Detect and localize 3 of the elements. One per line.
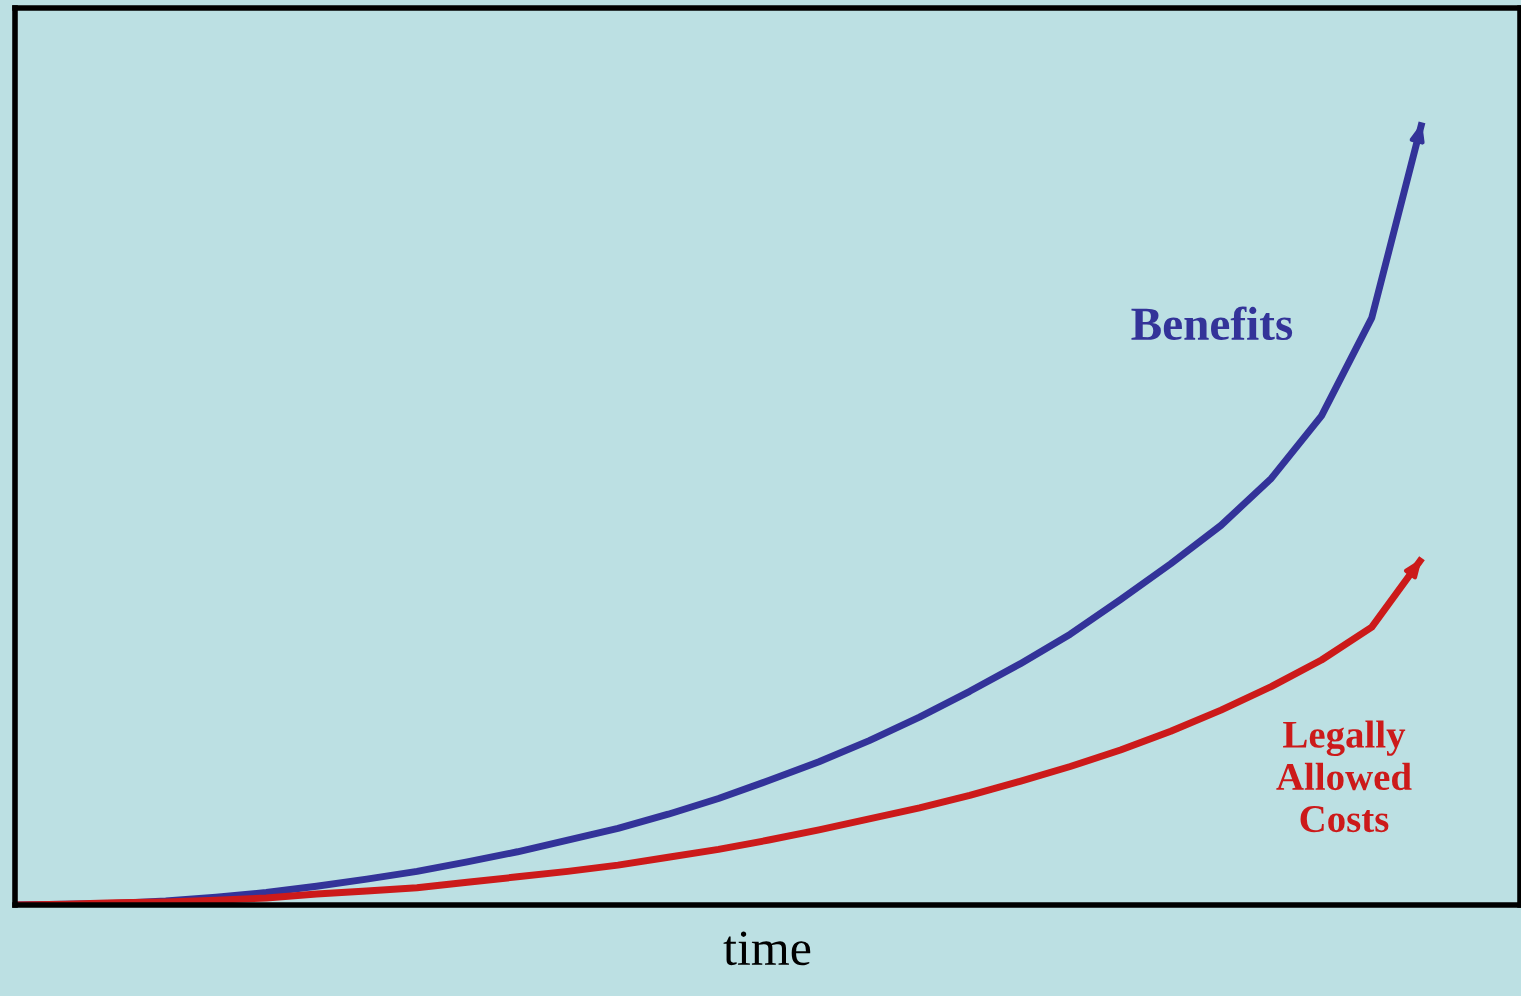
- series-label: Legally Allowed Costs: [1276, 720, 1412, 833]
- x-axis-title: time: [723, 931, 811, 966]
- series-label: Benefits: [1131, 306, 1293, 341]
